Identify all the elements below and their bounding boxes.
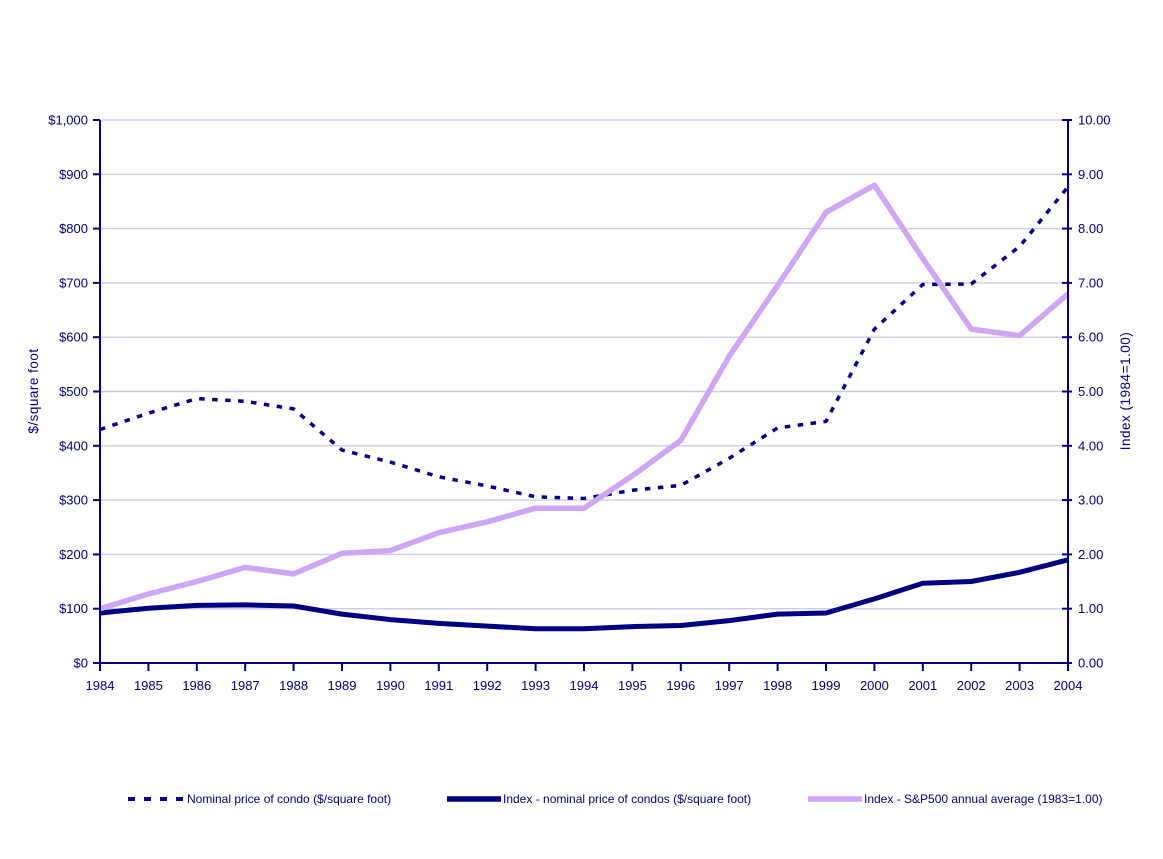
left-axis-title: $/square foot xyxy=(26,348,41,433)
x-axis-year-label: 1996 xyxy=(666,678,695,693)
series-line-1 xyxy=(99,557,1069,632)
left-axis-tick-label: $800 xyxy=(59,221,88,236)
x-axis-year-label: 1991 xyxy=(424,678,453,693)
series-lines xyxy=(99,182,1070,632)
left-axis-tick-label: $300 xyxy=(59,493,88,508)
x-axis-year-label: 1987 xyxy=(231,678,260,693)
x-axis-year-label: 1994 xyxy=(570,678,599,693)
right-axis-title: Index (1984=1.00) xyxy=(1118,332,1133,450)
right-axis-tick-label: 4.00 xyxy=(1078,438,1103,453)
legend-label-condo-index: Index - nominal price of condos ($/squar… xyxy=(503,792,751,806)
x-axis-year-label: 2000 xyxy=(860,678,889,693)
x-axis-year-label: 1997 xyxy=(715,678,744,693)
x-axis-year-label: 2003 xyxy=(1005,678,1034,693)
x-axis-year-label: 1993 xyxy=(521,678,550,693)
series-line-0 xyxy=(99,185,1070,501)
x-axis-year-label: 1998 xyxy=(763,678,792,693)
left-axis-tick-label: $700 xyxy=(59,275,88,290)
x-axis-year-label: 2002 xyxy=(957,678,986,693)
right-axis-tick-label: 5.00 xyxy=(1078,384,1103,399)
left-axis-tick-label: $100 xyxy=(59,601,88,616)
legend-label-sp500-index: Index - S&P500 annual average (1983=1.00… xyxy=(864,792,1103,806)
right-axis-tick-label: 3.00 xyxy=(1078,493,1103,508)
left-axis-tick-label: $400 xyxy=(59,438,88,453)
x-axis-year-label: 1989 xyxy=(328,678,357,693)
right-axis-tick-label: 1.00 xyxy=(1078,601,1103,616)
left-axis-tick-label: $1,000 xyxy=(48,113,88,128)
gridlines xyxy=(100,119,1068,610)
x-axis-year-label: 2001 xyxy=(908,678,937,693)
legend: Nominal price of condo ($/square foot) I… xyxy=(128,792,1103,806)
right-axis-tick-label: 9.00 xyxy=(1078,167,1103,182)
right-axis-tick-label: 8.00 xyxy=(1078,221,1103,236)
x-axis-year-label: 1995 xyxy=(618,678,647,693)
x-axis-year-label: 2004 xyxy=(1054,678,1083,693)
left-axis-tick-label: $200 xyxy=(59,547,88,562)
right-axis-tick-label: 0.00 xyxy=(1078,656,1103,671)
left-axis-tick-label: $0 xyxy=(74,656,88,671)
x-axis-year-label: 1990 xyxy=(376,678,405,693)
x-axis-year-label: 1992 xyxy=(473,678,502,693)
right-axis-tick-label: 7.00 xyxy=(1078,275,1103,290)
series-line-2 xyxy=(99,182,1070,612)
tick-labels: $0 0.00 $100 1.00 $200 2.00 $300 3.00 $400 4.00 $5… xyxy=(48,113,1110,694)
x-axis-year-label: 1985 xyxy=(134,678,163,693)
x-axis-year-label: 1999 xyxy=(812,678,841,693)
x-axis-year-label: 1988 xyxy=(279,678,308,693)
right-axis-tick-label: 2.00 xyxy=(1078,547,1103,562)
left-axis-tick-label: $900 xyxy=(59,167,88,182)
right-axis-tick-label: 6.00 xyxy=(1078,330,1103,345)
x-axis-year-label: 1984 xyxy=(86,678,115,693)
left-axis-tick-label: $500 xyxy=(59,384,88,399)
axes xyxy=(93,119,1072,671)
x-axis-year-label: 1986 xyxy=(182,678,211,693)
legend-label-nominal-price: Nominal price of condo ($/square foot) xyxy=(187,792,391,806)
right-axis-tick-label: 10.00 xyxy=(1078,113,1111,128)
left-axis-tick-label: $600 xyxy=(59,330,88,345)
